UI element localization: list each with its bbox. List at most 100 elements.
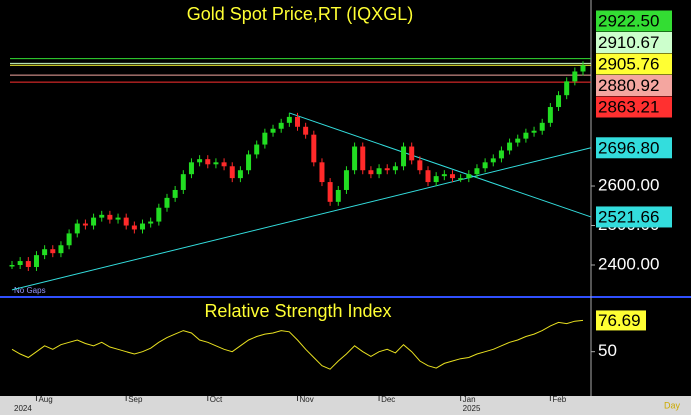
candle [368, 170, 374, 175]
level-label: 2922.50 [598, 11, 659, 30]
candle [498, 150, 504, 159]
level-label-box [596, 53, 672, 75]
level-label-box [596, 96, 672, 118]
candle [164, 197, 170, 208]
candle [66, 233, 72, 246]
x-tick-label: Nov [300, 395, 314, 404]
candle [205, 159, 211, 165]
candle [188, 162, 194, 175]
rsi-label-box [596, 310, 646, 331]
candle [33, 255, 39, 267]
year-label: 2025 [463, 404, 481, 413]
chart-title: Gold Spot Price,RT (IQXGL) [187, 4, 413, 24]
candle [515, 138, 521, 143]
y-tick-label: 50 [598, 341, 617, 360]
candle [25, 261, 31, 267]
candle [425, 170, 431, 183]
note: No Gaps [14, 286, 46, 295]
candle [156, 207, 162, 222]
candle [9, 265, 15, 267]
x-unit: Day [664, 400, 681, 410]
candle [91, 217, 97, 226]
candle [449, 174, 455, 179]
y-tick-label: 2400.00 [598, 254, 659, 273]
candle [131, 225, 137, 230]
y-tick-label: 2600.00 [598, 176, 659, 195]
candle [246, 154, 252, 171]
x-tick-label: Oct [210, 395, 223, 404]
candle [270, 128, 276, 133]
x-tick-label: Aug [38, 395, 52, 404]
candle [376, 168, 382, 175]
candle [327, 182, 333, 202]
candle [556, 95, 562, 108]
candle [441, 174, 447, 177]
candle [237, 170, 243, 179]
candle [392, 166, 398, 171]
trend-label-box [596, 137, 672, 159]
candle [99, 214, 105, 218]
candle [180, 174, 186, 190]
candle [547, 107, 553, 123]
candle [74, 223, 80, 234]
candle [458, 178, 464, 180]
level-label-box [596, 10, 672, 32]
candle [474, 168, 480, 175]
candle [229, 166, 235, 179]
panel-title: Relative Strength Index [204, 301, 391, 321]
candle [213, 162, 219, 165]
candle [17, 261, 23, 266]
candle [319, 162, 325, 183]
candle [523, 132, 529, 139]
candle [409, 146, 415, 161]
candle [335, 189, 341, 202]
x-tick-label: Dec [381, 395, 395, 404]
x-tick-label: Feb [552, 395, 566, 404]
rsi-line [11, 319, 584, 370]
x-tick-label: Sep [128, 395, 143, 404]
trend-line [289, 112, 592, 218]
candle [123, 217, 129, 226]
candle [115, 217, 121, 220]
candle [50, 249, 56, 254]
candle [564, 81, 570, 96]
x-tick-label: Jan [463, 395, 476, 404]
candle [148, 221, 154, 224]
candle [572, 71, 578, 82]
candle [140, 223, 146, 230]
date-axis-strip [0, 396, 691, 415]
candle [433, 176, 439, 183]
candle [82, 223, 88, 226]
level-label-box [596, 32, 672, 53]
candle [490, 158, 496, 163]
candle [352, 146, 358, 171]
level-label: 2905.76 [598, 54, 659, 73]
candle [531, 130, 537, 133]
candle [417, 160, 423, 171]
candle [262, 132, 268, 145]
candle [482, 162, 488, 169]
candle [539, 122, 545, 131]
candle [278, 122, 284, 129]
trend-line [11, 147, 592, 291]
level-label: 2863.21 [598, 97, 659, 116]
level-label: 2880.92 [598, 76, 659, 95]
year-label: 2024 [14, 404, 32, 413]
candle [254, 144, 260, 155]
trend-label: 2696.80 [598, 138, 659, 157]
candle [58, 245, 64, 254]
candle [286, 116, 292, 123]
candle [311, 134, 317, 163]
candle [172, 189, 178, 198]
rsi-label: 76.69 [598, 311, 641, 330]
trend-label-box [596, 206, 672, 228]
candle [303, 126, 309, 135]
candle [221, 162, 227, 167]
candle [384, 168, 390, 171]
candle [42, 249, 48, 256]
candle [466, 174, 472, 179]
candle [295, 116, 300, 127]
candle [197, 159, 203, 163]
